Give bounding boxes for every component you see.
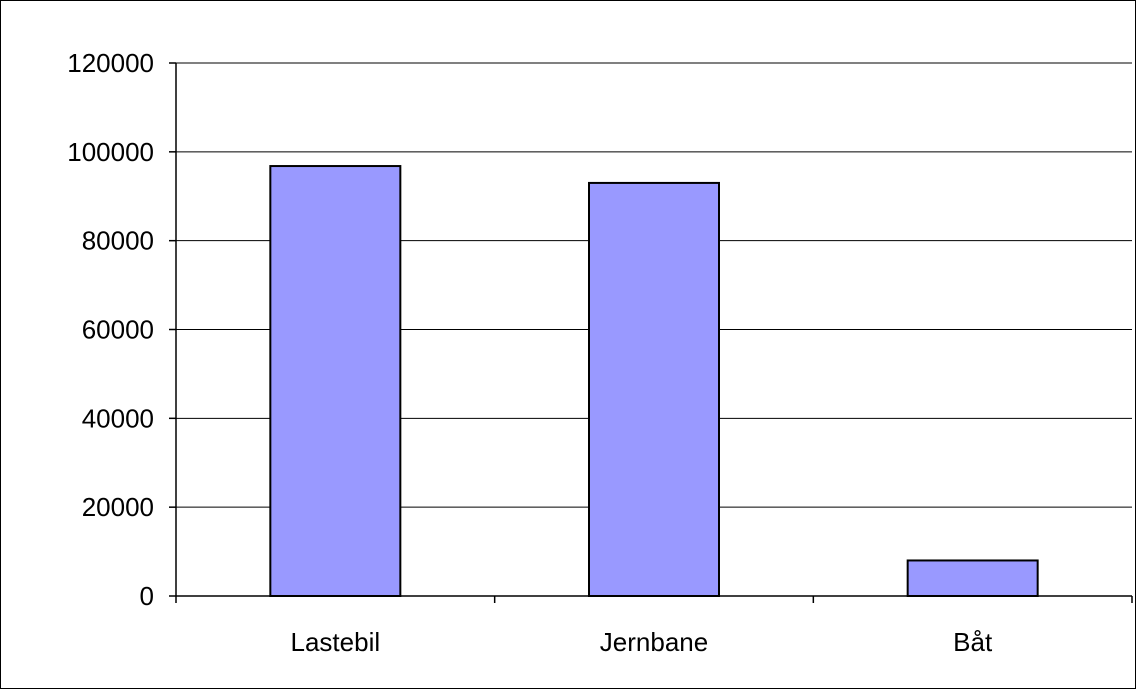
y-tick-label: 100000 [67,137,154,167]
y-tick-label: 80000 [82,226,154,256]
x-category-label: Jernbane [600,627,708,657]
x-category-label: Båt [953,627,993,657]
y-axis-ticks [169,62,176,597]
x-axis-ticks [175,596,1133,603]
y-tick-label: 60000 [82,315,154,345]
y-tick-label: 120000 [67,48,154,78]
x-category-label: Lastebil [291,627,381,657]
y-tick-label: 0 [140,581,154,611]
bar-jernbane [588,181,720,598]
bar-lastebil [269,165,402,597]
bars [269,165,1039,598]
bar-båt [906,559,1039,598]
axis-labels: 0 20000 40000 60000 80000 100000 120000 Lastebi… [67,48,993,657]
y-tick-label: 20000 [82,492,154,522]
y-tick-label: 40000 [82,403,154,433]
